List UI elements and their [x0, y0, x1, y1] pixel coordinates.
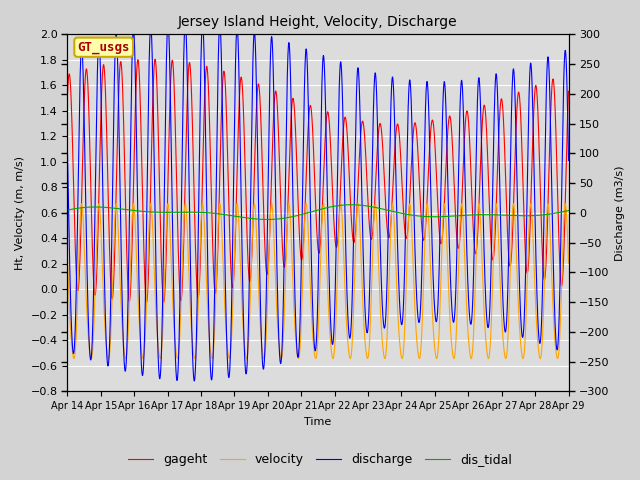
discharge [438, 156, 445, 162]
Text: GT_usgs: GT_usgs [77, 41, 130, 54]
discharge [63, 146, 71, 152]
discharge [255, 235, 263, 241]
Line: discharge: discharge [67, 22, 568, 381]
gageht [564, 88, 572, 94]
velocity [255, 298, 263, 303]
Line: gageht: gageht [67, 59, 568, 302]
discharge [191, 378, 198, 384]
gageht [476, 186, 483, 192]
velocity [390, 207, 397, 213]
velocity [564, 260, 572, 266]
Y-axis label: Discharge (m3/s): Discharge (m3/s) [615, 165, 625, 261]
dis_tidal [390, 209, 397, 215]
dis_tidal [438, 214, 445, 219]
discharge [364, 323, 372, 329]
discharge [564, 157, 572, 163]
dis_tidal [264, 216, 271, 222]
Y-axis label: Ht, Velocity (m, m/s): Ht, Velocity (m, m/s) [15, 156, 25, 270]
gageht [63, 94, 71, 99]
gageht [143, 299, 150, 305]
Line: velocity: velocity [67, 204, 568, 359]
discharge [390, 85, 397, 91]
gageht [151, 56, 159, 62]
dis_tidal [255, 216, 262, 222]
gageht [364, 202, 372, 208]
velocity [364, 354, 372, 360]
velocity [63, 254, 71, 260]
discharge [476, 81, 483, 87]
velocity [155, 347, 163, 352]
dis_tidal [364, 203, 372, 209]
gageht [255, 84, 263, 89]
Title: Jersey Island Height, Velocity, Discharge: Jersey Island Height, Velocity, Discharg… [178, 15, 458, 29]
velocity [438, 255, 445, 261]
gageht [438, 240, 445, 246]
gageht [155, 144, 163, 150]
gageht [390, 171, 397, 177]
velocity [476, 204, 483, 210]
X-axis label: Time: Time [305, 417, 332, 427]
dis_tidal [564, 208, 572, 214]
velocity [182, 201, 189, 206]
dis_tidal [348, 202, 355, 208]
Legend: gageht, velocity, discharge, dis_tidal: gageht, velocity, discharge, dis_tidal [123, 448, 517, 471]
dis_tidal [63, 207, 71, 213]
discharge [182, 19, 189, 25]
Line: dis_tidal: dis_tidal [67, 205, 568, 219]
discharge [155, 361, 163, 367]
velocity [122, 356, 129, 361]
dis_tidal [155, 209, 163, 215]
dis_tidal [476, 212, 483, 217]
